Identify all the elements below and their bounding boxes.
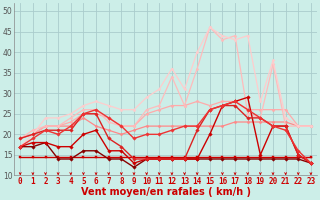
X-axis label: Vent moyen/en rafales ( km/h ): Vent moyen/en rafales ( km/h )	[81, 187, 251, 197]
